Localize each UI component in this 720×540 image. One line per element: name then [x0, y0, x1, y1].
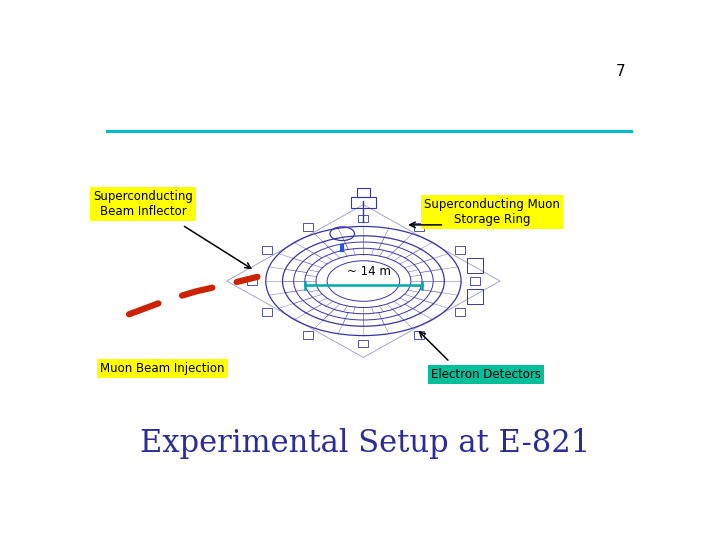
Bar [467, 289, 483, 304]
Text: Superconducting Muon
Storage Ring: Superconducting Muon Storage Ring [424, 198, 559, 226]
Bar [356, 188, 370, 197]
Text: Muon Beam Injection: Muon Beam Injection [100, 362, 225, 375]
Text: Electron Detectors: Electron Detectors [431, 368, 541, 381]
Bar [351, 197, 376, 208]
Text: Superconducting
Beam Inflector: Superconducting Beam Inflector [93, 190, 193, 218]
Text: ~ 14 m: ~ 14 m [347, 265, 391, 278]
Text: 7: 7 [616, 64, 626, 79]
Text: Experimental Setup at E-821: Experimental Setup at E-821 [140, 428, 590, 458]
Bar [467, 258, 483, 273]
